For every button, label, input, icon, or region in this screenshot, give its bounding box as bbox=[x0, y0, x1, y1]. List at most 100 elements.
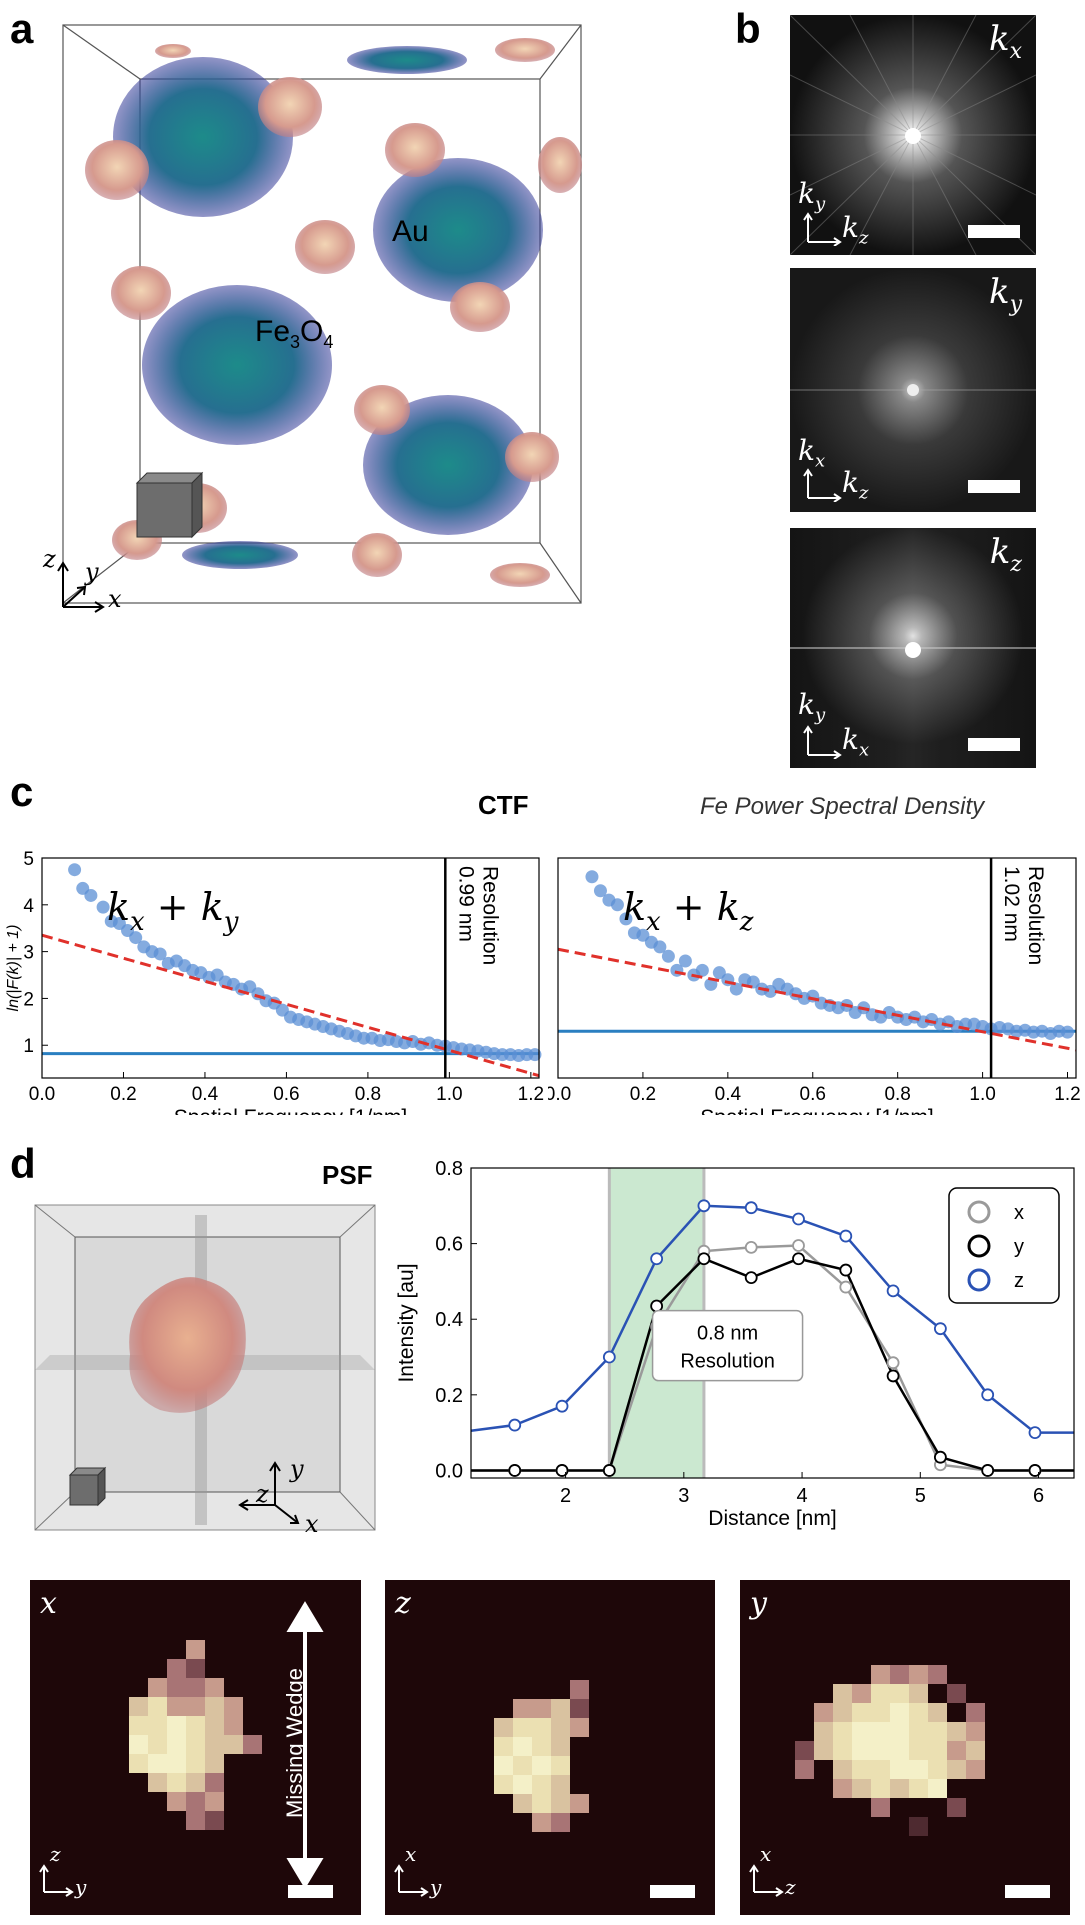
psf-pixel bbox=[186, 1773, 205, 1792]
y-tick-label: 1 bbox=[23, 1036, 34, 1057]
psf-pixel bbox=[148, 1678, 167, 1697]
psf-pixel bbox=[833, 1684, 852, 1703]
fe3o4-particle bbox=[347, 46, 467, 74]
x-tick-label: 0.4 bbox=[715, 1084, 742, 1105]
fit-line bbox=[41, 933, 540, 1078]
x-tick-label: 2 bbox=[560, 1485, 571, 1507]
panel-b-label: b bbox=[735, 5, 761, 52]
data-point-y bbox=[792, 1252, 805, 1266]
psf-pixel bbox=[890, 1741, 909, 1760]
psf-pixel bbox=[224, 1716, 243, 1735]
psf-pixel bbox=[909, 1665, 928, 1684]
scale-bar bbox=[968, 225, 1020, 238]
psf-blob bbox=[129, 1277, 246, 1413]
data-point bbox=[96, 900, 110, 914]
psf-pixel bbox=[833, 1779, 852, 1798]
psf-pixel bbox=[148, 1735, 167, 1754]
slice-axis-up: x bbox=[760, 1842, 772, 1866]
y-tick-label: 5 bbox=[23, 849, 34, 870]
x-tick-label: 4 bbox=[796, 1485, 807, 1507]
psf-pixel bbox=[928, 1665, 947, 1684]
au-particle bbox=[155, 44, 191, 58]
psf-pixel bbox=[205, 1716, 224, 1735]
psf-title: PSF bbox=[322, 1160, 373, 1190]
x-tick-label: 0.8 bbox=[355, 1084, 381, 1105]
psf-pixel bbox=[513, 1794, 532, 1813]
psf-pixel bbox=[890, 1779, 909, 1798]
x-tick-label: 0.0 bbox=[29, 1084, 55, 1105]
psf-pixel bbox=[186, 1735, 205, 1754]
psf-line-profile-chart: 0.8 nm Resolution 2 3 4 5 6 0.0 0.2 0.4 0.6 0.8 Dist… bbox=[395, 1158, 1075, 1530]
psf-pixel bbox=[205, 1735, 224, 1754]
fft-corner-label: kx bbox=[988, 19, 1022, 64]
equation-annotation: kx + kz bbox=[623, 885, 754, 937]
data-point-z bbox=[508, 1418, 522, 1432]
psf-pixel bbox=[129, 1754, 148, 1773]
psf-volume bbox=[34, 1204, 376, 1531]
axis-y-label: y bbox=[85, 558, 99, 586]
psf-pixel bbox=[871, 1684, 890, 1703]
x-tick-label: 5 bbox=[915, 1485, 926, 1507]
data-point-z bbox=[602, 1350, 616, 1364]
psf-slice-z: z x y bbox=[385, 1580, 715, 1915]
psf-pixel bbox=[833, 1722, 852, 1741]
psf-pixel bbox=[551, 1737, 570, 1756]
psf-pixel bbox=[494, 1737, 513, 1756]
y-tick-label: 0.4 bbox=[435, 1309, 463, 1331]
psf-pixel bbox=[909, 1741, 928, 1760]
data-point-z bbox=[1028, 1426, 1042, 1440]
psf-pixel bbox=[852, 1741, 871, 1760]
psf-pixel bbox=[890, 1722, 909, 1741]
psf-pixel bbox=[148, 1697, 167, 1716]
psf-pixel bbox=[532, 1813, 551, 1832]
data-point-z bbox=[886, 1284, 900, 1298]
au-particle bbox=[385, 123, 445, 177]
data-point bbox=[1061, 1025, 1075, 1039]
band-label: Resolution bbox=[680, 1351, 775, 1373]
y-tick-label: 0.6 bbox=[435, 1234, 463, 1256]
data-point-z bbox=[744, 1201, 758, 1215]
y-tick-label: 4 bbox=[23, 896, 34, 917]
data-point-y bbox=[1028, 1464, 1042, 1477]
psf-pixel bbox=[570, 1718, 589, 1737]
fe3o4-label: Fe3O4 bbox=[255, 315, 334, 352]
psf-pixel bbox=[570, 1794, 589, 1813]
psf-pixel bbox=[494, 1718, 513, 1737]
psf-pixel bbox=[167, 1735, 186, 1754]
psf-pixel bbox=[890, 1684, 909, 1703]
slice-axis-up: z bbox=[50, 1842, 61, 1866]
y-tick-label: 0.0 bbox=[435, 1460, 463, 1482]
x-tick-label: 0.4 bbox=[192, 1084, 219, 1105]
x-axis-label: Spatial Frequency [1/nm] bbox=[700, 1106, 933, 1115]
band-label: 0.8 nm bbox=[697, 1323, 758, 1345]
psf-pixel bbox=[494, 1756, 513, 1775]
au-particle bbox=[85, 140, 149, 200]
psf-pixel bbox=[532, 1794, 551, 1813]
fe3o4-particle bbox=[182, 541, 298, 569]
psf-pixel bbox=[890, 1665, 909, 1684]
au-particle bbox=[352, 533, 402, 577]
au-particle bbox=[490, 563, 550, 587]
au-particle bbox=[295, 220, 355, 274]
legend-box bbox=[948, 1187, 1060, 1304]
au-particle bbox=[538, 137, 582, 193]
legend-marker-x bbox=[967, 1200, 991, 1224]
missing-wedge-label: Missing Wedge bbox=[282, 1668, 307, 1818]
voxel-cube bbox=[135, 471, 204, 539]
psf-pixel bbox=[551, 1699, 570, 1718]
voxel-cube bbox=[68, 1466, 107, 1507]
scale-bar bbox=[1005, 1885, 1050, 1898]
cutoff-label: 1.02 nm bbox=[1000, 866, 1023, 942]
equation-annotation: kx + ky bbox=[107, 885, 239, 937]
psf-pixel bbox=[966, 1722, 985, 1741]
psf-pixel bbox=[570, 1699, 589, 1718]
axis-x-label: x bbox=[108, 585, 122, 613]
y-tick-label: 0.2 bbox=[435, 1385, 463, 1407]
psf-pixel bbox=[513, 1737, 532, 1756]
psf-pixel bbox=[148, 1754, 167, 1773]
x-tick-label: 0.2 bbox=[110, 1084, 136, 1105]
panel-c-label: c bbox=[10, 768, 34, 815]
data-point-z bbox=[981, 1388, 995, 1402]
psf-pixel bbox=[205, 1754, 224, 1773]
psf-pixel bbox=[205, 1773, 224, 1792]
